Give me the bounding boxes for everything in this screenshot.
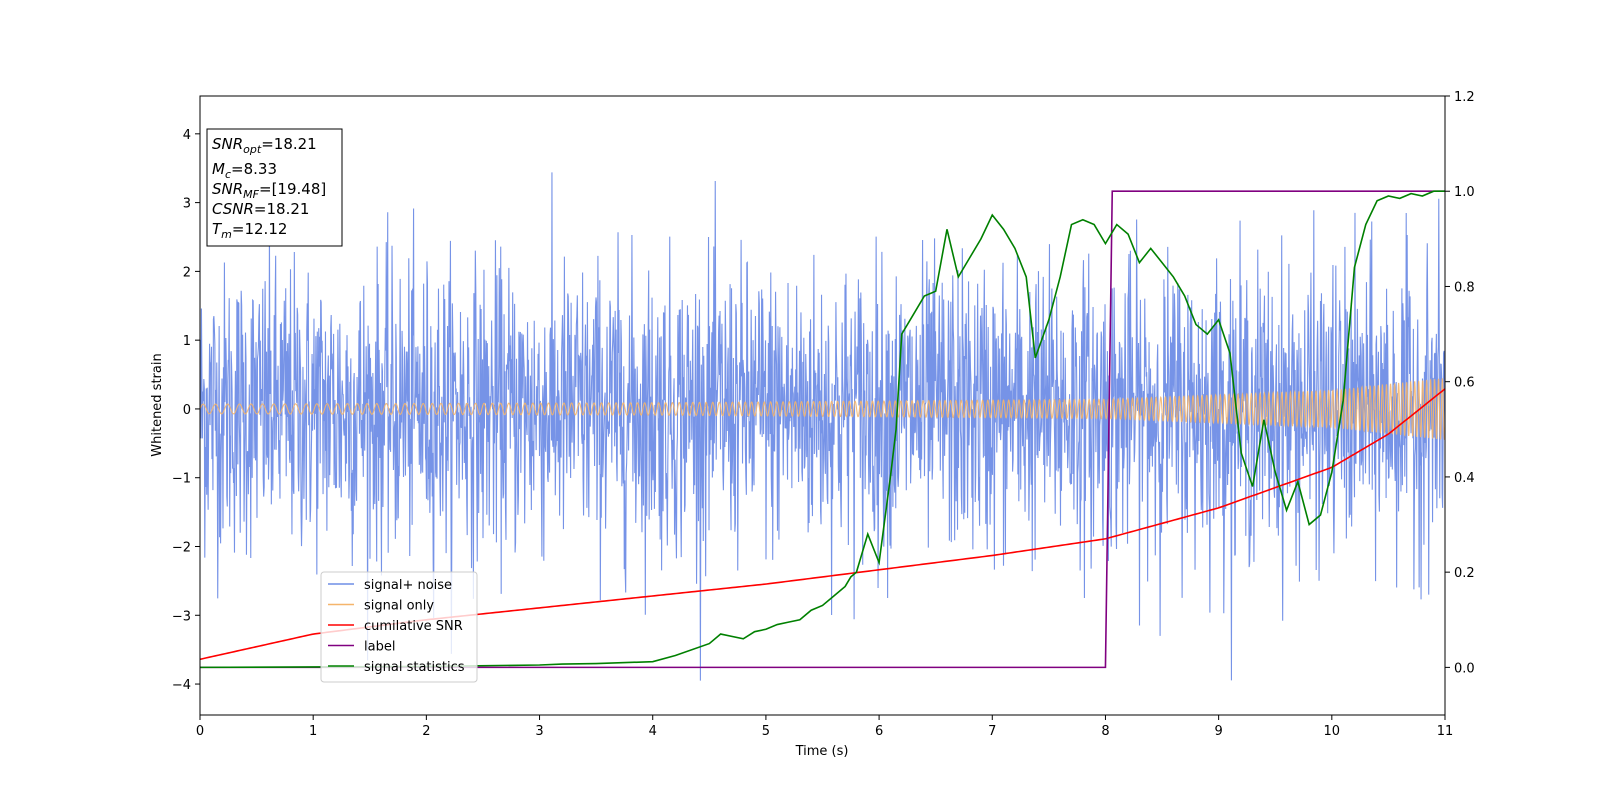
x-tick-label: 6	[875, 724, 883, 739]
legend-label: label	[364, 640, 395, 655]
signal-noise-series	[200, 172, 1445, 681]
info-line: Mc=8.33	[212, 160, 277, 181]
x-tick-label: 5	[762, 724, 770, 739]
info-box: SNRopt=18.21 Mc=8.33SNRMF=[19.48]CSNR=18.…	[206, 128, 343, 247]
legend: signal+ noise signal only cumilative SNR la…	[320, 571, 478, 683]
signal-statistics-line	[200, 190, 1445, 669]
legend-frame	[320, 571, 478, 683]
x-tick-label: 2	[422, 724, 430, 739]
info-line: SNRopt=18.21	[212, 135, 317, 156]
y-tick-label: −3	[172, 609, 191, 624]
legend-label: signal only	[364, 599, 434, 614]
y2-tick-label: 1.2	[1454, 90, 1475, 105]
x-tick-label: 10	[1324, 724, 1341, 739]
info-line: Tm=12.12	[212, 220, 287, 241]
x-tick-label: 3	[535, 724, 543, 739]
signal-only-line	[200, 378, 1445, 440]
y-tick-label: −1	[172, 472, 191, 487]
y-tick-label: 4	[183, 128, 191, 143]
x-tick-label: 7	[988, 724, 996, 739]
y2-tick-label: 1.0	[1454, 185, 1475, 200]
y2-tick-label: 0.2	[1454, 566, 1475, 581]
x-axis-label: Time (s)	[795, 744, 849, 759]
signal-only-series	[200, 378, 1445, 440]
legend-label: cumilative SNR	[364, 619, 463, 634]
signal-noise-line	[200, 172, 1445, 681]
info-line: SNRMF=[19.48]	[212, 180, 326, 201]
info-line: CSNR=18.21	[212, 200, 309, 218]
y2-tick-label: 0.8	[1454, 280, 1475, 295]
y2-axis-ticks: 0.0 0.2 0.4 0.6 0.8 1.0 1.2	[1445, 90, 1475, 676]
y-tick-label: 1	[183, 334, 191, 349]
x-tick-label: 4	[649, 724, 657, 739]
y-tick-label: 0	[183, 403, 191, 418]
y2-tick-label: 0.6	[1454, 376, 1475, 391]
x-axis-ticks: 0 1 2 3 4 5 6 7 8 9 10 11	[196, 715, 1453, 739]
y-axis-ticks: −4 −3 −2 −1 0 1 2 3 4	[172, 128, 200, 693]
legend-label: signal statistics	[364, 660, 465, 675]
y-tick-label: −4	[172, 678, 191, 693]
x-tick-label: 8	[1101, 724, 1109, 739]
label-line	[200, 190, 1445, 669]
y-tick-label: −2	[172, 540, 191, 555]
info-box-frame	[206, 128, 343, 247]
x-tick-label: 9	[1214, 724, 1222, 739]
y2-tick-label: 0.4	[1454, 471, 1475, 486]
plot-frame	[199, 95, 1446, 716]
x-tick-label: 1	[309, 724, 317, 739]
y-tick-label: 3	[183, 197, 191, 212]
x-tick-label: 0	[196, 724, 204, 739]
legend-label: signal+ noise	[364, 578, 452, 593]
y-axis-label: Whitened strain	[150, 353, 165, 456]
y-tick-label: 2	[183, 265, 191, 280]
x-tick-label: 11	[1437, 724, 1454, 739]
y2-tick-label: 0.0	[1454, 661, 1475, 676]
